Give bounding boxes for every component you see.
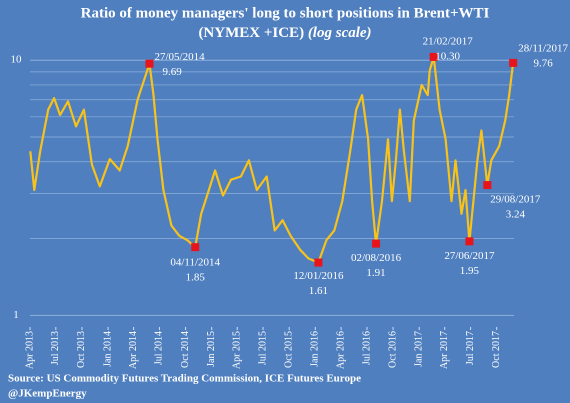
annotation-date: 28/11/2017 <box>518 42 568 54</box>
x-tick-label: Jul 2015 <box>257 331 268 365</box>
x-tick-label: Jan 2017 <box>413 331 424 367</box>
annotation-value: 3.24 <box>506 209 526 221</box>
annotation-value: 9.76 <box>534 57 554 69</box>
x-tick-label: Apr 2013 <box>24 331 35 369</box>
x-tick-label: Oct 2017 <box>491 331 502 368</box>
marker <box>429 52 438 61</box>
x-tick-label: Apr 2016 <box>335 331 346 369</box>
annotation-date: 12/01/2016 <box>293 270 344 282</box>
chart-title: Ratio of money managers' long to short p… <box>81 5 490 21</box>
annotation-date: 27/05/2014 <box>155 51 206 63</box>
subtitle: (NYMEX +ICE) <box>198 25 304 41</box>
x-tick-label: Jul 2016 <box>361 331 372 365</box>
marker <box>509 58 518 67</box>
annotation-value: 1.61 <box>309 285 328 297</box>
x-tick-label: Apr 2014 <box>128 331 139 369</box>
annotation-date: 04/11/2014 <box>170 257 220 269</box>
marker <box>465 237 474 246</box>
y-tick-label: 10 <box>11 54 23 66</box>
annotation-date: 27/06/2017 <box>444 250 495 262</box>
marker <box>314 258 323 267</box>
x-tick-label: Apr 2015 <box>232 331 243 369</box>
annotation-value: 1.85 <box>186 272 206 284</box>
x-tick-label: Apr 2017 <box>439 331 450 369</box>
marker <box>191 243 200 252</box>
annotation-value: 9.69 <box>163 66 183 78</box>
annotation-value: 10.30 <box>435 50 460 62</box>
x-tick-label: Oct 2013 <box>76 331 87 368</box>
marker <box>145 59 154 68</box>
x-tick-label: Oct 2015 <box>283 331 294 368</box>
x-tick-label: Jan 2016 <box>310 331 321 367</box>
source: @JKempEnergy <box>8 388 87 400</box>
x-tick-label: Oct 2016 <box>387 331 398 368</box>
annotation-value: 1.91 <box>366 267 385 279</box>
x-tick-label: Jul 2017 <box>465 331 476 365</box>
x-tick-label: Oct 2014 <box>180 331 191 368</box>
marker <box>483 181 492 190</box>
annotation-date: 02/08/2016 <box>351 252 402 264</box>
x-tick-label: Jan 2014 <box>102 331 113 367</box>
x-tick-label: Jan 2015 <box>206 331 217 367</box>
marker <box>372 239 381 248</box>
y-tick-label: 1 <box>13 309 19 321</box>
annotation-date: 29/08/2017 <box>490 194 541 206</box>
source: Source: US Commodity Futures Trading Com… <box>8 373 361 385</box>
annotation-value: 1.95 <box>460 265 480 277</box>
annotation-date: 21/02/2017 <box>423 35 474 47</box>
x-tick-label: Jul 2013 <box>50 331 61 365</box>
x-tick-label: Jul 2014 <box>154 331 165 365</box>
chart-subtitle: (NYMEX +ICE) (log scale) <box>198 25 371 41</box>
subtitle-note: (log scale) <box>308 25 372 41</box>
